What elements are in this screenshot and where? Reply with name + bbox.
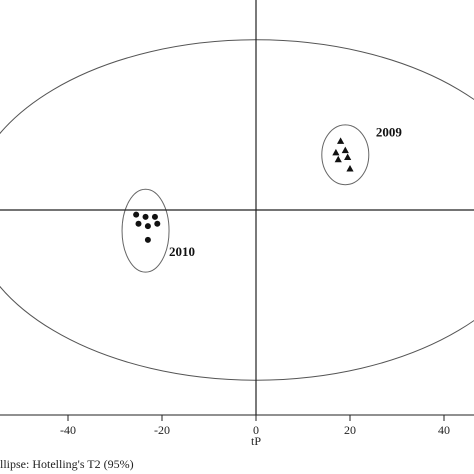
point-2010-4 [144, 223, 151, 230]
point-2010-2 [151, 213, 158, 220]
point-2009-1 [332, 148, 340, 156]
point-2009-5 [346, 165, 354, 172]
point-2010-3 [135, 220, 142, 227]
point-2010-6 [144, 236, 151, 243]
point-2009-4 [344, 153, 352, 160]
group-label-2010: 2010 [169, 244, 195, 259]
group-label-2009: 2009 [376, 124, 403, 139]
point-2010-1 [142, 213, 149, 220]
x-tick-label-0: 0 [253, 423, 259, 437]
x-tick-label--40: -40 [60, 423, 76, 437]
ellipse-footnote: llipse: Hotelling's T2 (95%) [0, 457, 134, 471]
point-2010-5 [154, 220, 161, 227]
group-ellipse-2009 [321, 124, 370, 186]
x-axis-title: tP [251, 434, 261, 448]
point-2009-3 [334, 155, 342, 163]
x-tick-label-40: 40 [438, 423, 450, 437]
point-2009-0 [337, 137, 345, 144]
group-ellipse-2010 [121, 188, 170, 273]
point-2010-0 [133, 211, 140, 218]
x-tick-label--20: -20 [154, 423, 170, 437]
x-tick-label-20: 20 [344, 423, 356, 437]
point-2009-2 [341, 146, 349, 154]
